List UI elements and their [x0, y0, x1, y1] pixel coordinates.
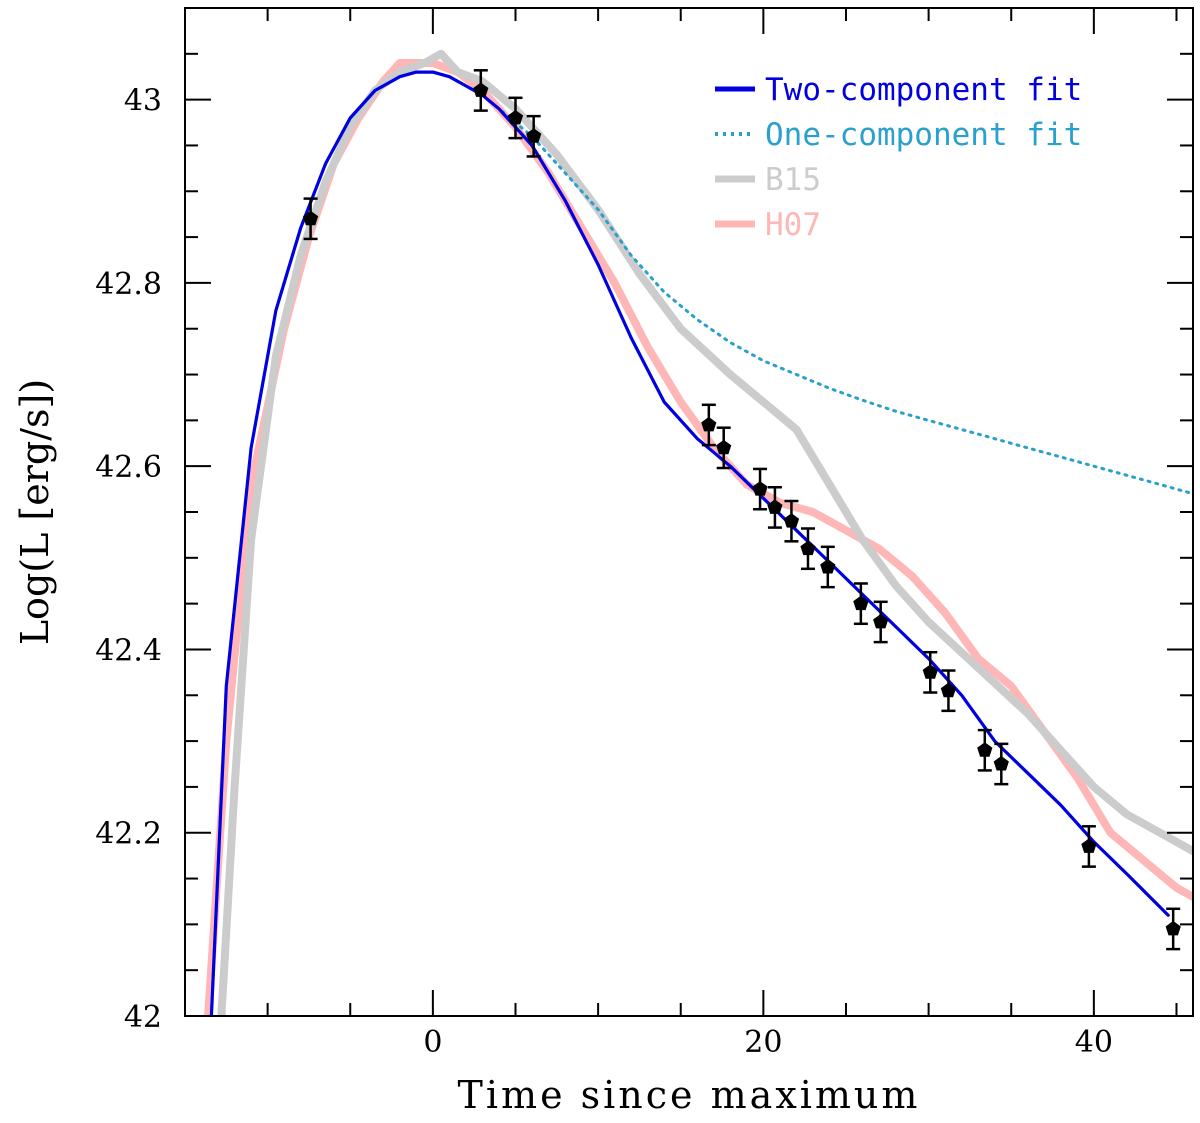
x-axis-label: Time since maximum: [458, 1073, 921, 1117]
legend-label-b15: B15: [765, 162, 821, 198]
data-points-layer: [303, 69, 1181, 951]
y-tick-label: 42.2: [95, 817, 162, 852]
x-tick-label: 0: [423, 1025, 442, 1060]
data-point: [1165, 920, 1181, 936]
data-point: [922, 664, 938, 679]
data-point: [820, 559, 836, 574]
series-b15-line: [217, 49, 1193, 1016]
data-point: [303, 210, 319, 226]
tick-labels: 0 20 40 42 42.2 42.4 42.6 42.8 43: [95, 84, 1113, 1060]
y-tick-label: 42.6: [95, 450, 162, 485]
data-point: [940, 682, 956, 698]
data-point: [853, 595, 869, 611]
data-point: [873, 614, 889, 629]
y-tick-label: 42.8: [95, 267, 162, 302]
data-point: [716, 439, 732, 455]
series-two-component-fit-line: [209, 70, 1170, 1016]
data-point: [783, 513, 800, 528]
data-point: [701, 416, 717, 432]
x-tick-label: 40: [1075, 1025, 1113, 1060]
data-point: [473, 82, 489, 97]
legend-label-h07: H07: [765, 207, 821, 243]
y-axis-label: Log(L [erg/s]): [13, 379, 57, 645]
y-tick-label: 43: [124, 84, 162, 119]
x-tick-label: 20: [744, 1025, 782, 1060]
y-tick-label: 42.4: [95, 633, 162, 668]
data-point: [800, 540, 816, 556]
data-point: [993, 756, 1009, 771]
data-point: [752, 481, 768, 496]
series-h07-line: [204, 59, 1193, 1016]
legend-label-one-component-fit: One-component fit: [765, 117, 1082, 153]
data-point: [977, 742, 993, 757]
legend-label-two-component-fit: Two-component fit: [765, 72, 1082, 108]
legend: Two-component fit One-component fit B15 H07: [715, 72, 1082, 243]
data-point: [767, 499, 783, 514]
data-point: [526, 128, 542, 143]
series-one-component-fit-line: [209, 70, 1193, 1016]
y-tick-label: 42: [124, 1000, 162, 1035]
data-point: [507, 110, 524, 125]
axis-ticks: [185, 8, 1193, 1016]
series-layer: [204, 49, 1193, 1016]
data-point: [1081, 838, 1097, 853]
